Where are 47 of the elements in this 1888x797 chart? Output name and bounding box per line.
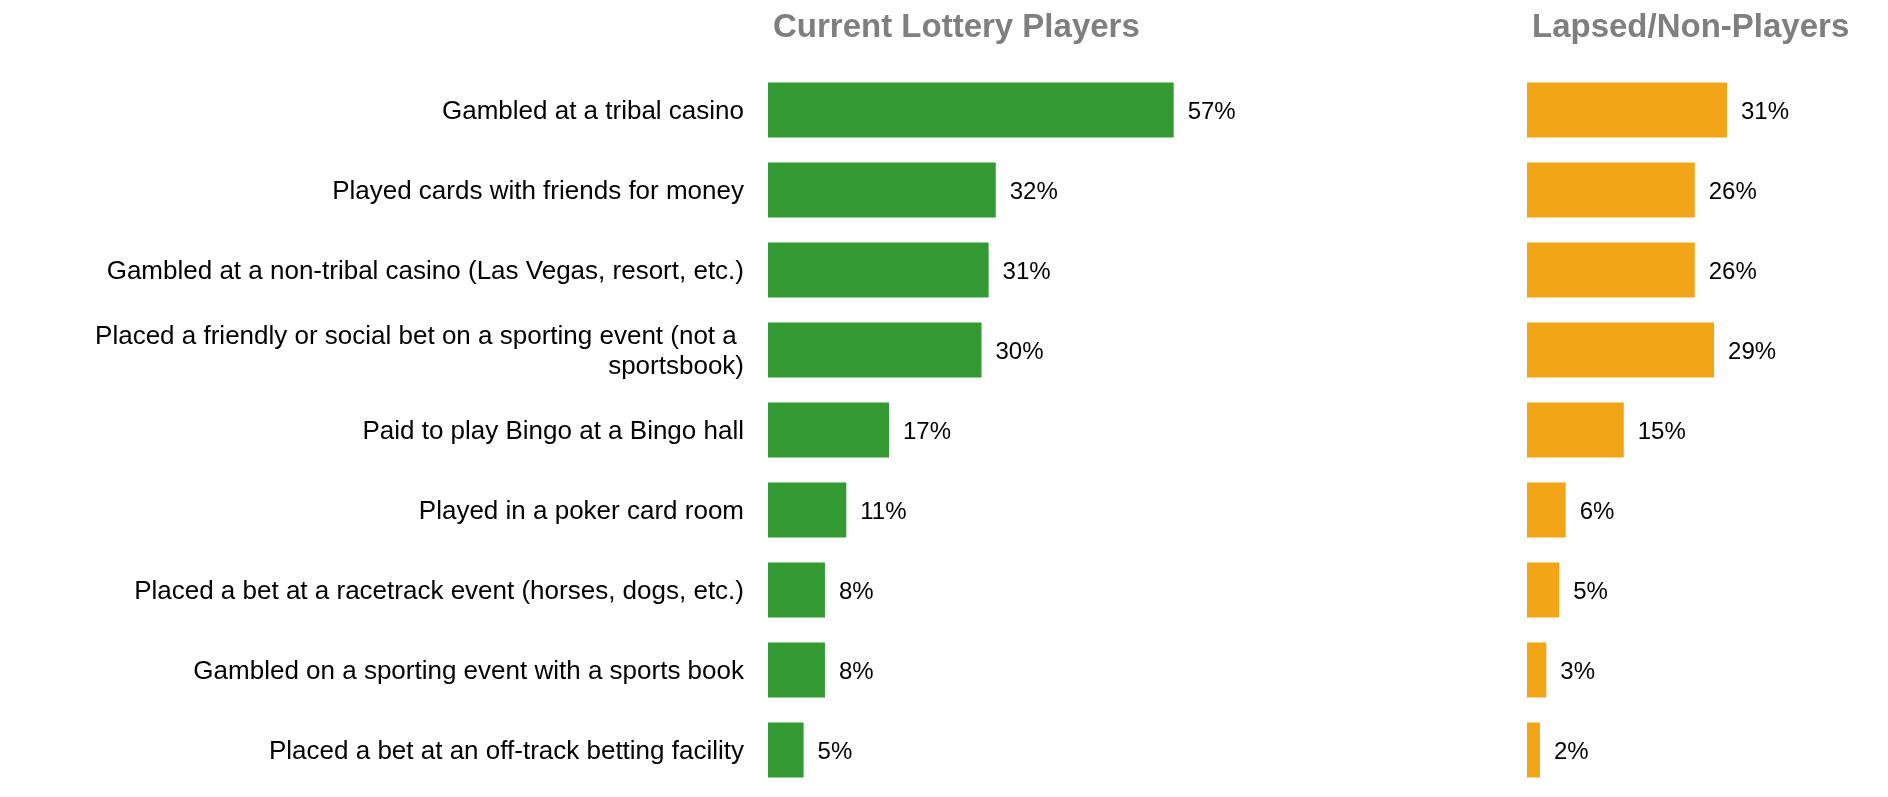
- data-label: 8%: [838, 576, 874, 604]
- bar: [1527, 482, 1566, 538]
- data-label: 5%: [817, 736, 853, 764]
- bar: [1527, 402, 1624, 458]
- y-tick-label: Placed a bet at a racetrack event (horses, dogs, etc.): [134, 575, 744, 605]
- y-tick-label: Placed a bet at an off-track betting facility: [268, 735, 744, 765]
- y-tick-label: Played cards with friends for money: [332, 175, 744, 205]
- bar: [768, 162, 996, 218]
- bar: [768, 402, 889, 458]
- y-tick-label: Gambled on a sporting event with a sports book: [193, 655, 745, 685]
- data-label: 31%: [1002, 256, 1051, 284]
- bar: [768, 82, 1174, 138]
- bar: [1527, 242, 1695, 298]
- chart-title: Current Lottery Players: [773, 7, 1140, 44]
- bar: [768, 482, 847, 538]
- bar: [1527, 562, 1560, 618]
- data-label: 26%: [1708, 256, 1757, 284]
- bar: [1527, 162, 1695, 218]
- data-label: 29%: [1728, 336, 1777, 364]
- bar: [768, 322, 982, 378]
- bar: [768, 722, 804, 778]
- data-label: 8%: [838, 656, 874, 684]
- bar: [1527, 82, 1727, 138]
- y-tick-label: Gambled at a non-tribal casino (Las Vegas, resort, etc.): [106, 255, 744, 285]
- bar: [768, 642, 825, 698]
- data-label: 6%: [1579, 496, 1615, 524]
- bar: [768, 562, 825, 618]
- data-label: 57%: [1187, 96, 1236, 124]
- chart-title: Lapsed/Non-Players: [1532, 7, 1850, 44]
- data-label: 11%: [860, 496, 907, 524]
- data-label: 17%: [902, 416, 952, 444]
- data-label: 3%: [1560, 656, 1596, 684]
- bar: [1527, 642, 1547, 698]
- y-tick-label: Gambled at a tribal casino: [441, 95, 744, 125]
- bar: [768, 242, 989, 298]
- y-tick-label: Paid to play Bingo at a Bingo hall: [362, 415, 744, 445]
- data-label: 32%: [1009, 176, 1058, 204]
- y-tick-label: Played in a poker card room: [418, 495, 744, 525]
- data-label: 5%: [1573, 576, 1608, 604]
- bar: [1527, 322, 1715, 378]
- bar: [1527, 722, 1540, 778]
- data-label: 31%: [1741, 96, 1790, 124]
- data-label: 2%: [1553, 736, 1589, 764]
- y-tick-label: Placed a friendly or social bet on a sporting event (not a sportsbook): [95, 320, 744, 380]
- data-label: 30%: [995, 336, 1044, 364]
- data-label: 26%: [1708, 176, 1757, 204]
- data-label: 15%: [1637, 416, 1686, 444]
